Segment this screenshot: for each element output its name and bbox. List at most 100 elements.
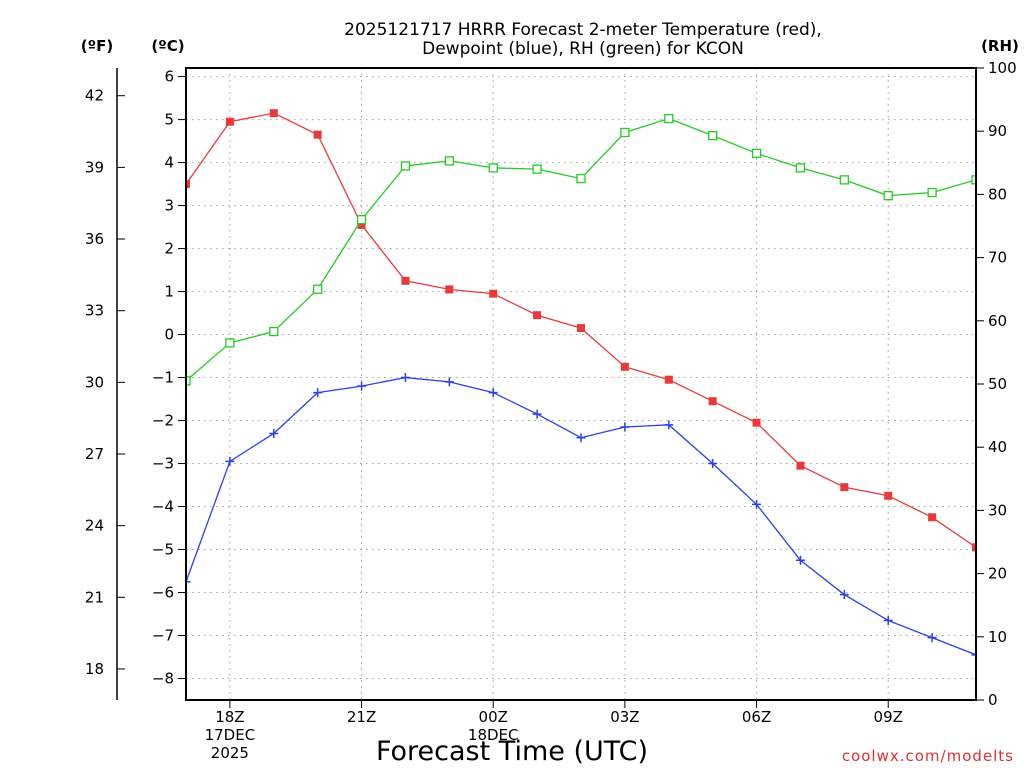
celsius-tick-label: −8 xyxy=(152,670,174,688)
x-tick-label: 03Z xyxy=(610,708,639,726)
series-dewpoint xyxy=(186,373,976,660)
source-credit: coolwx.com/modelts xyxy=(842,747,1014,765)
axes: −8 −7 −6 −5 −4 −3 −2 −1 0 1 2 3 4 5 6 18 21 24 27 30 33 36 39 4… xyxy=(85,59,1017,709)
rh-point xyxy=(620,127,630,138)
x-tick-label: 18Z xyxy=(215,708,244,726)
temperature-point xyxy=(840,483,849,492)
dewpoint-point xyxy=(927,633,937,643)
fahrenheit-tick-label: 21 xyxy=(85,588,104,606)
chart-title-line-1: 2025121717 HRRR Forecast 2-meter Tempera… xyxy=(344,20,822,40)
x-tick-label: 17DEC xyxy=(205,726,256,744)
dewpoint-line xyxy=(186,376,976,656)
rh-tick-label: 30 xyxy=(988,501,1007,519)
celsius-tick-label: −7 xyxy=(152,627,174,645)
celsius-tick-label: −6 xyxy=(152,584,174,602)
rh-tick-label: 60 xyxy=(988,312,1007,330)
fahrenheit-tick-label: 24 xyxy=(85,517,104,535)
chart-title-line-2: Dewpoint (blue), RH (green) for KCON xyxy=(422,39,744,59)
temperature-point xyxy=(752,418,761,427)
rh-tick-label: 70 xyxy=(988,249,1007,267)
temperature-point xyxy=(186,180,190,189)
fahrenheit-tick-label: 30 xyxy=(85,373,104,391)
dewpoint-point xyxy=(357,381,367,391)
dewpoint-point xyxy=(708,459,718,469)
x-tick-label: 06Z xyxy=(742,708,771,726)
x-tick-label: 00Z xyxy=(479,708,508,726)
plot-frame xyxy=(185,67,977,701)
data-series xyxy=(186,109,976,660)
celsius-tick-label: 2 xyxy=(164,240,174,258)
rh-tick-label: 80 xyxy=(988,185,1007,203)
celsius-tick-label: −5 xyxy=(152,541,174,559)
temperature-point xyxy=(620,362,629,371)
rh-point xyxy=(186,376,191,386)
celsius-tick-label: 5 xyxy=(164,111,174,129)
chart-title: 2025121717 HRRR Forecast 2-meter Tempera… xyxy=(344,20,822,59)
rh-point xyxy=(751,148,762,158)
temperature-point xyxy=(313,130,322,139)
dewpoint-point xyxy=(795,555,805,565)
temperature-point xyxy=(884,491,893,500)
rh-point xyxy=(313,284,323,294)
rh-point xyxy=(444,156,454,166)
temperature-point xyxy=(445,285,454,294)
rh-point xyxy=(269,326,279,337)
x-tick-label: 2025 xyxy=(211,744,249,762)
dewpoint-point xyxy=(186,577,191,587)
rh-point xyxy=(532,164,542,174)
dewpoint-point xyxy=(444,377,454,387)
dewpoint-point xyxy=(400,373,410,383)
dewpoint-point xyxy=(752,499,762,509)
celsius-tick-label: 6 xyxy=(164,68,174,86)
series-rh xyxy=(186,113,976,386)
celsius-tick-label: 3 xyxy=(164,197,174,215)
celsius-tick-label: −3 xyxy=(152,455,174,473)
fahrenheit-tick-label: 18 xyxy=(85,660,104,678)
celsius-tick-label: 1 xyxy=(164,283,174,301)
temperature-point xyxy=(708,397,717,406)
temperature-point xyxy=(269,109,278,118)
rh-point xyxy=(400,161,411,171)
dewpoint-point xyxy=(971,650,976,660)
celsius-tick-label: −1 xyxy=(152,369,174,387)
rh-point xyxy=(356,215,367,225)
rh-tick-label: 0 xyxy=(988,691,998,709)
rh-point xyxy=(971,175,976,185)
grid-lines xyxy=(186,68,976,700)
dewpoint-point xyxy=(620,422,630,432)
series-temperature xyxy=(186,109,976,552)
rh-tick-label: 90 xyxy=(988,122,1007,140)
rh-point xyxy=(883,191,893,201)
x-axis-title: Forecast Time (UTC) xyxy=(376,736,648,767)
rh-tick-label: 10 xyxy=(988,628,1007,646)
rh-point xyxy=(795,163,806,173)
celsius-unit-label: (ºC) xyxy=(151,37,184,55)
dewpoint-point xyxy=(883,615,893,625)
fahrenheit-tick-label: 39 xyxy=(85,158,104,176)
celsius-tick-label: 4 xyxy=(164,154,174,172)
rh-line xyxy=(186,117,976,382)
x-tick-label: 18DEC xyxy=(468,726,519,744)
temperature-point xyxy=(489,289,498,298)
rh-tick-label: 50 xyxy=(988,375,1007,393)
rh-point xyxy=(839,175,849,185)
dewpoint-point xyxy=(664,420,674,430)
rh-unit-label: (RH) xyxy=(981,37,1019,55)
celsius-tick-label: 0 xyxy=(164,326,174,344)
fahrenheit-tick-label: 27 xyxy=(85,445,104,463)
temperature-point xyxy=(972,543,976,552)
rh-point xyxy=(664,113,674,124)
x-tick-label: 09Z xyxy=(874,708,903,726)
temperature-point xyxy=(357,220,366,229)
rh-point xyxy=(576,173,586,184)
dewpoint-point xyxy=(225,456,235,466)
dewpoint-point xyxy=(576,433,586,443)
temperature-point xyxy=(225,117,234,126)
fahrenheit-unit-label: (ºF) xyxy=(81,37,113,55)
dewpoint-point xyxy=(532,409,542,419)
rh-tick-label: 40 xyxy=(988,438,1007,456)
temperature-point xyxy=(796,461,805,470)
rh-tick-label: 20 xyxy=(988,565,1007,583)
